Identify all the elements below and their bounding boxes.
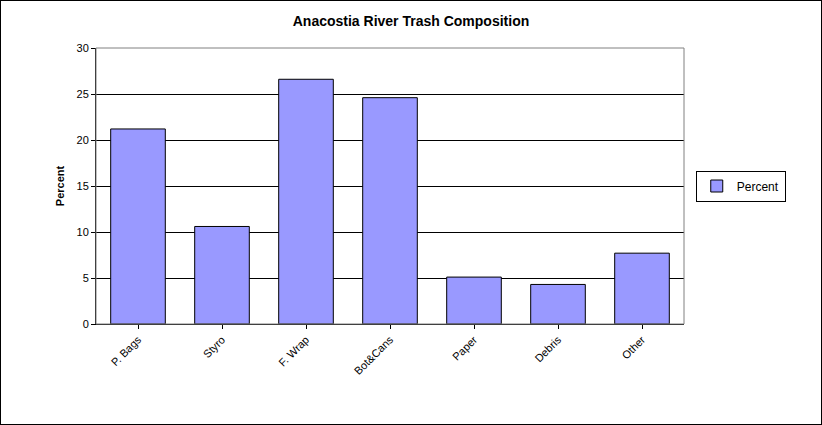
svg-text:Anacostia River Trash Composit: Anacostia River Trash Composition — [293, 13, 530, 29]
svg-text:25: 25 — [77, 88, 89, 100]
svg-text:Bot&Cans: Bot&Cans — [352, 333, 396, 377]
svg-text:0: 0 — [83, 318, 89, 330]
svg-text:Percent: Percent — [737, 180, 779, 194]
svg-text:10: 10 — [77, 226, 89, 238]
svg-text:Paper: Paper — [450, 333, 479, 362]
svg-text:20: 20 — [77, 134, 89, 146]
svg-text:Styro: Styro — [201, 334, 228, 361]
svg-text:Other: Other — [619, 333, 647, 361]
svg-text:15: 15 — [77, 180, 89, 192]
svg-text:Percent: Percent — [54, 165, 66, 206]
svg-text:Debris: Debris — [532, 333, 563, 364]
svg-text:P. Bags: P. Bags — [109, 333, 144, 368]
svg-text:5: 5 — [83, 272, 89, 284]
svg-text:F. Wrap: F. Wrap — [276, 334, 311, 369]
svg-text:30: 30 — [77, 42, 89, 54]
